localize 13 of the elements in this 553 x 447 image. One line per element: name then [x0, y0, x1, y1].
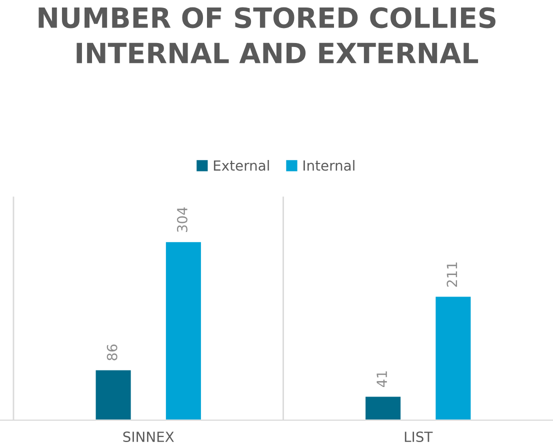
bar: [94, 368, 132, 420]
x-tick-label: LIST: [404, 432, 433, 442]
bar: [364, 395, 402, 420]
data-label: 41: [376, 371, 387, 388]
bar: [434, 295, 472, 420]
data-label: 304: [176, 207, 188, 232]
bar: [164, 240, 202, 420]
data-label: 86: [106, 344, 118, 360]
chart-title: NUMBER OF STORED COLLIES INTERNAL AND EXTERNAL: [38, 7, 496, 64]
x-tick-label: SINNEX: [123, 432, 174, 442]
legend-label: Internal: [304, 160, 354, 171]
legend-label: External: [214, 160, 269, 171]
data-label: 211: [446, 262, 458, 287]
